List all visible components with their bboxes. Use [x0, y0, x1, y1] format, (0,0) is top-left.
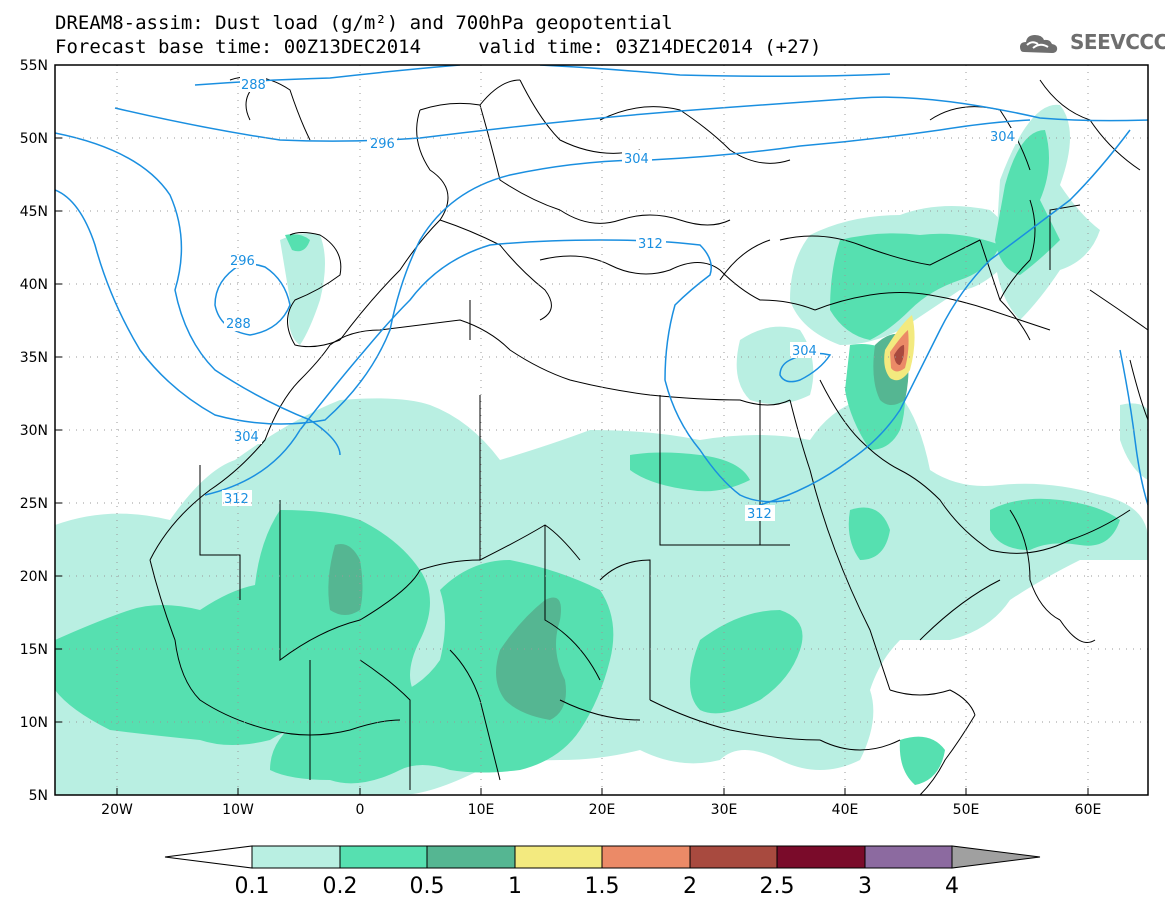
contour-label: 312: [747, 507, 772, 522]
lat-tick-label: 35N: [20, 350, 48, 366]
lat-tick-label: 50N: [20, 131, 48, 147]
colorbar-swatch: [251, 845, 341, 869]
chart-subtitle: Forecast base time: 00Z13DEC2014 valid t…: [55, 36, 822, 58]
lon-tick-label: 50E: [953, 802, 980, 818]
chart-title: DREAM8-assim: Dust load (g/m²) and 700hP…: [55, 12, 673, 34]
colorbar-low-triangle: [164, 845, 253, 869]
colorbar-label: 0.5: [410, 874, 445, 899]
colorbar-swatch: [689, 845, 778, 869]
colorbar-swatch: [601, 845, 691, 869]
lon-tick-label: 0: [356, 802, 365, 818]
colorbar-label: 3: [858, 874, 872, 899]
colorbar-swatch: [514, 845, 603, 869]
lat-tick-labels: 55N 50N 45N 40N 35N 30N 25N 20N 15N 10N …: [20, 58, 48, 804]
colorbar-swatch: [864, 845, 953, 869]
contour-label: 304: [234, 430, 259, 445]
lat-tick-label: 10N: [20, 715, 48, 731]
lon-tick-label: 60E: [1075, 802, 1102, 818]
geopotential-contours: [55, 65, 1148, 506]
colorbar-label: 2: [683, 874, 697, 899]
colorbar-label: 0.2: [323, 874, 358, 899]
colorbar-label: 2.5: [760, 874, 795, 899]
colorbar-swatch: [339, 845, 428, 869]
lon-tick-label: 40E: [832, 802, 859, 818]
contour-label: 296: [230, 254, 255, 269]
contour-label: 296: [370, 137, 395, 152]
colorbar-label: 4: [945, 874, 959, 899]
lon-tick-labels: 20W 10W 0 10E 20E 30E 40E 50E 60E: [101, 802, 1101, 818]
colorbar-swatch: [426, 845, 516, 869]
coastlines-borders: [149, 76, 1148, 795]
lat-tick-label: 15N: [20, 642, 48, 658]
cloud-icon: [1020, 35, 1058, 53]
lat-tick-label: 25N: [20, 496, 48, 512]
contour-label: 304: [990, 130, 1015, 145]
lon-tick-label: 10W: [222, 802, 254, 818]
lat-tick-label: 55N: [20, 58, 48, 74]
lat-tick-label: 20N: [20, 569, 48, 585]
lon-tick-label: 20W: [101, 802, 133, 818]
axis-ticks: [55, 137, 1089, 795]
lon-tick-label: 10E: [468, 802, 495, 818]
lat-tick-label: 30N: [20, 423, 48, 439]
lat-tick-label: 40N: [20, 277, 48, 293]
dust-field: 288 296 304 312 296 288 304 312 304 312 …: [55, 65, 1148, 795]
grid-lines: [55, 65, 1148, 795]
colorbar-swatch: [776, 845, 866, 869]
lon-tick-label: 30E: [711, 802, 738, 818]
contour-label: 304: [624, 152, 649, 167]
logo-text: SEEVCCC: [1070, 30, 1165, 54]
lat-tick-label: 45N: [20, 204, 48, 220]
contour-label: 288: [241, 78, 266, 93]
lon-tick-label: 20E: [589, 802, 616, 818]
colorbar-label: 1: [508, 874, 522, 899]
contour-label: 312: [224, 492, 249, 507]
colorbar-label: 0.1: [235, 874, 270, 899]
contour-label: 304: [792, 344, 817, 359]
contour-label: 312: [638, 237, 663, 252]
dust-hotspot: [884, 315, 915, 381]
colorbar: [164, 845, 1041, 869]
colorbar-labels: 0.1 0.2 0.5 1 1.5 2 2.5 3 4: [235, 874, 960, 899]
lat-tick-label: 5N: [29, 788, 48, 804]
colorbar-high-triangle: [951, 845, 1041, 869]
colorbar-label: 1.5: [585, 874, 620, 899]
